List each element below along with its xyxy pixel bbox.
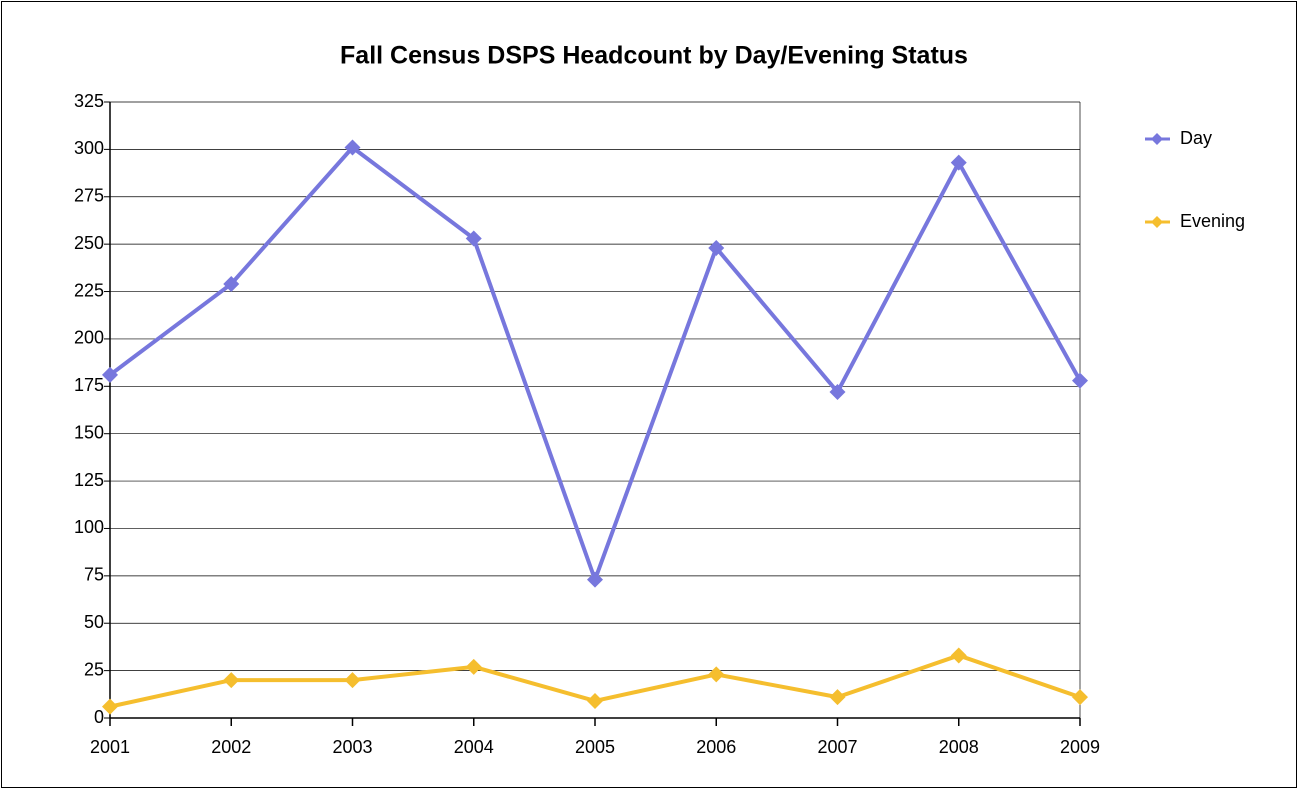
legend-label: Day (1180, 128, 1212, 148)
y-tick-label: 325 (74, 91, 104, 111)
y-tick-label: 200 (74, 328, 104, 348)
y-tick-label: 100 (74, 517, 104, 537)
y-tick-label: 50 (84, 612, 104, 632)
point-marker (102, 366, 118, 383)
legend-marker (1151, 133, 1163, 145)
x-tick-label: 2005 (575, 737, 615, 757)
x-tick-label: 2003 (332, 737, 372, 757)
point-marker (465, 658, 482, 675)
point-marker (587, 692, 603, 709)
point-marker (829, 689, 846, 706)
x-tick-label: 2009 (1060, 737, 1100, 757)
y-tick-label: 175 (74, 375, 104, 395)
point-marker (950, 647, 967, 664)
point-marker (829, 383, 846, 400)
y-tick-label: 125 (74, 470, 104, 490)
x-tick-label: 2008 (939, 737, 979, 757)
y-tick-label: 275 (74, 186, 104, 206)
x-tick-label: 2004 (454, 737, 494, 757)
point-marker (587, 571, 603, 588)
x-tick-label: 2007 (817, 737, 857, 757)
point-marker (708, 239, 725, 256)
y-tick-label: 150 (74, 422, 104, 442)
x-tick-label: 2002 (211, 737, 251, 757)
y-tick-label: 25 (84, 659, 104, 679)
x-tick-label: 2006 (696, 737, 736, 757)
chart-title: Fall Census DSPS Headcount by Day/Evenin… (340, 42, 968, 70)
point-marker (465, 230, 482, 247)
x-tick-label: 2001 (90, 737, 130, 757)
point-marker (708, 666, 725, 683)
legend-label: Evening (1180, 211, 1245, 231)
y-tick-label: 75 (84, 565, 104, 585)
point-marker (950, 154, 967, 171)
point-marker (1072, 372, 1088, 389)
point-marker (344, 139, 361, 156)
point-marker (344, 672, 361, 689)
point-marker (102, 698, 118, 715)
y-tick-label: 300 (74, 138, 104, 158)
y-tick-label: 250 (74, 233, 104, 253)
point-marker (1072, 689, 1088, 706)
y-tick-label: 0 (94, 707, 104, 727)
legend-marker (1151, 216, 1163, 228)
y-tick-label: 225 (74, 280, 104, 300)
point-marker (223, 275, 240, 292)
point-marker (223, 672, 240, 689)
